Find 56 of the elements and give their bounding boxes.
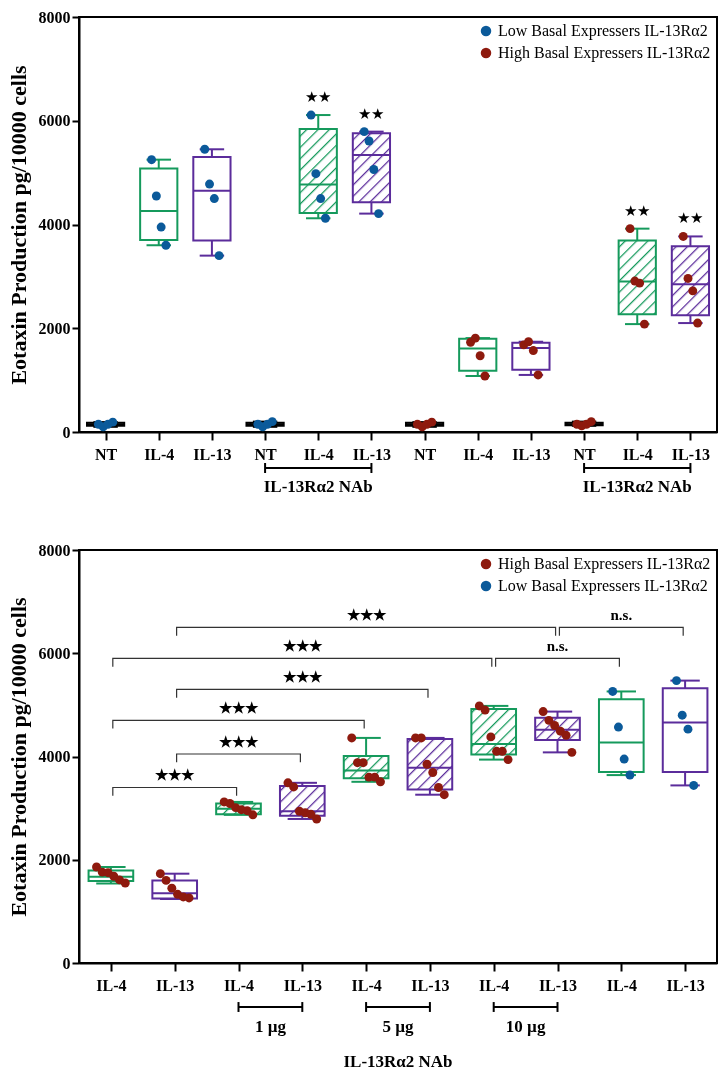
annotation: ★★★: [346, 607, 387, 624]
legend-label: High Basal Expressers IL-13Rα2: [498, 44, 711, 62]
legend-label: Low Basal Expressers IL-13Rα2: [498, 22, 708, 40]
x-tick-label: IL-4: [223, 976, 255, 994]
text: 10 µg: [505, 1017, 546, 1036]
y-tick-label: 6000: [38, 112, 71, 130]
annotation: ★★★: [282, 638, 323, 655]
annotation: n.s.: [546, 638, 569, 655]
text: IL-13Rα2 NAb: [582, 477, 692, 496]
x-tick-label: IL-13: [156, 976, 195, 994]
annotation: n.s.: [610, 607, 633, 624]
text: ★★: [358, 105, 385, 122]
x-tick-label: IL-13: [666, 976, 705, 994]
annotation: ★★★: [155, 767, 196, 784]
y-axis-title: Eotaxin Production pg/10000 cells: [5, 64, 31, 385]
y-tick-label: 2000: [38, 319, 71, 337]
legend-label: Low Basal Expressers IL-13Rα2: [498, 577, 708, 595]
x-tick-label: IL-4: [351, 976, 382, 994]
y-axis-title: Eotaxin Production pg/10000 cells: [5, 596, 31, 917]
x-tick-label: IL-4: [303, 445, 334, 463]
legend-label: High Basal Expressers IL-13Rα2: [498, 555, 711, 573]
text: 1 µg: [254, 1017, 287, 1036]
x-tick-label: IL-13: [512, 445, 551, 463]
x-tick-label: IL-13: [411, 976, 450, 994]
x-tick-label: IL-13: [538, 976, 578, 994]
x-tick-label: IL-13: [193, 445, 232, 463]
x-tick-label: IL-4: [463, 445, 494, 463]
x-tick-label: IL-13: [671, 445, 711, 463]
x-tick-label: IL-4: [622, 445, 653, 463]
text: IL-13Rα2 NAb: [343, 1052, 453, 1071]
x-tick-label: NT: [573, 445, 597, 463]
x-tick-label: IL-4: [479, 976, 510, 994]
y-tick-label: 8000: [38, 541, 71, 559]
text: ★★: [624, 202, 651, 219]
annotation: ★★★: [282, 669, 323, 686]
x-tick-label: NT: [254, 445, 278, 463]
x-tick-label: IL-13: [352, 445, 392, 463]
x-tick-label: IL-4: [606, 976, 637, 994]
x-tick-label: NT: [413, 445, 437, 463]
y-tick-label: 2000: [38, 851, 71, 869]
x-tick-label: IL-4: [144, 445, 175, 463]
x-tick-label: IL-4: [96, 976, 127, 994]
x-tick-label: NT: [94, 445, 118, 463]
text: 5 µg: [382, 1017, 415, 1036]
x-tick-label: IL-13: [283, 976, 322, 994]
y-tick-label: 0: [62, 954, 71, 972]
text: ★★: [677, 210, 704, 227]
y-tick-label: 4000: [38, 216, 71, 233]
text: ★★: [305, 89, 332, 106]
y-tick-label: 6000: [38, 644, 71, 662]
y-tick-label: 0: [62, 423, 71, 441]
annotation: ★★★: [219, 734, 259, 751]
y-tick-label: 8000: [38, 8, 71, 26]
text: IL-13Rα2 NAb: [263, 477, 373, 496]
annotation: ★★★: [219, 700, 259, 717]
y-tick-label: 4000: [38, 748, 71, 765]
